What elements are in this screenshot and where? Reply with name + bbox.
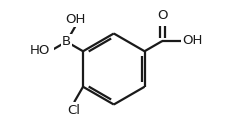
Text: OH: OH: [182, 34, 203, 47]
Text: O: O: [157, 9, 168, 22]
Text: HO: HO: [30, 44, 51, 57]
Text: B: B: [62, 35, 71, 48]
Text: Cl: Cl: [68, 104, 81, 116]
Text: OH: OH: [65, 13, 86, 26]
